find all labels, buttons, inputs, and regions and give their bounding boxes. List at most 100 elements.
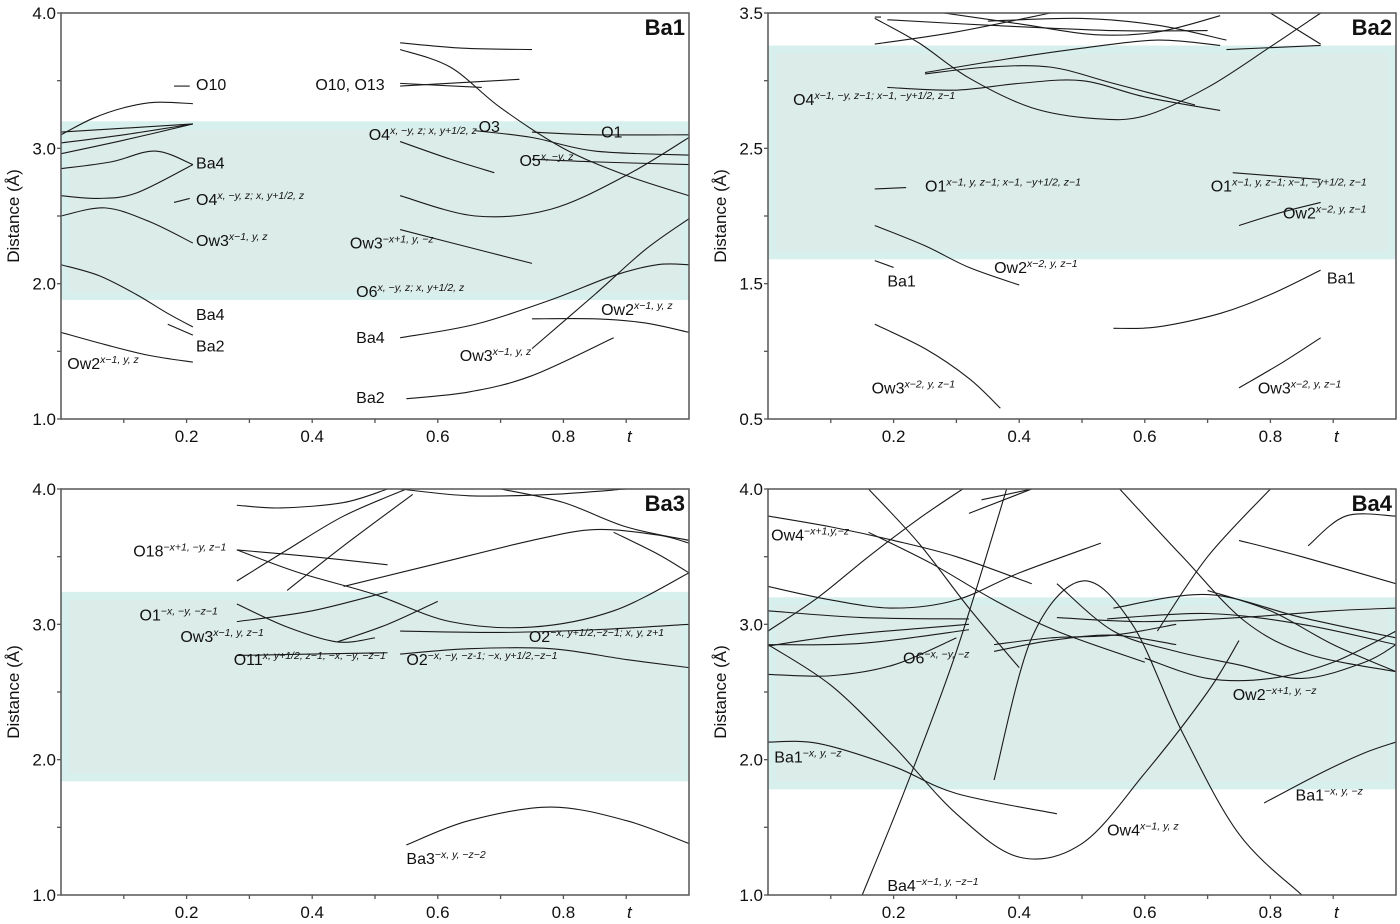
- y-tick-label: 3.5: [739, 4, 763, 23]
- curve-label: O2−x, y+1/2,−z−1; x, y, z+1: [529, 627, 664, 646]
- series-curve: [406, 806, 689, 846]
- series-curve: [400, 42, 533, 51]
- series-curve: [400, 647, 689, 669]
- series-curve: [1207, 589, 1396, 673]
- curve-label-atom: O6: [356, 284, 377, 301]
- curve-label: O1−x, −y, −z−1: [140, 605, 218, 624]
- x-tick-label: 0.2: [175, 903, 199, 922]
- series-curve: [400, 489, 627, 497]
- curve-label-atom: Ba2: [356, 390, 385, 407]
- series-curve: [861, 489, 1008, 895]
- x-tick-label: 0.2: [882, 427, 906, 446]
- curve-label-symmetry: −x, y, −z−2: [435, 849, 486, 861]
- panel-title: Ba4: [1352, 491, 1393, 516]
- curve-label-atom: O18: [133, 544, 163, 561]
- curves: [61, 42, 689, 400]
- bond-range-band-inner: [69, 129, 681, 292]
- x-tick-label: 0.2: [175, 427, 199, 446]
- series-curve: [236, 549, 388, 566]
- curve-label-atom: Ow3: [872, 380, 905, 397]
- y-tick-label: 1.5: [739, 275, 763, 294]
- curve-label-symmetry: x−1, y, z: [633, 300, 673, 312]
- series-curve: [1056, 607, 1396, 623]
- series-curve: [993, 634, 1177, 652]
- curve-label: O6x, −y, z; x, y+1/2, z: [356, 282, 465, 301]
- curve-label: O2−x, −y, −z-1; −x, y+1/2,−z−1: [406, 650, 557, 669]
- curve-label: O10: [196, 77, 226, 94]
- curve-label-symmetry: −x, −y, −z−1: [161, 605, 218, 617]
- curve-label-atom: O1: [601, 125, 622, 142]
- curve-label-atom: Ba4: [356, 330, 385, 347]
- curve-label: Ba2: [196, 338, 225, 355]
- series-curve: [1113, 269, 1321, 330]
- curve-label-atom: O4: [196, 192, 217, 209]
- series-curve: [993, 580, 1303, 895]
- curve-label: O5x, −y, z: [519, 151, 574, 170]
- curve-label-symmetry: −x, y, −z: [1324, 785, 1364, 797]
- y-axis-title: Distance (Å): [4, 645, 23, 739]
- x-tick-label: 0.6: [1133, 427, 1157, 446]
- series-curve: [399, 137, 689, 218]
- series-curve: [61, 123, 193, 144]
- y-tick-label: 4.0: [739, 480, 763, 499]
- series-curve: [874, 323, 1001, 409]
- curve-label: O6−x, −y, −z: [903, 649, 970, 668]
- curve-label: Ba1: [887, 273, 916, 290]
- curve-label-atom: O1: [1211, 179, 1232, 196]
- series-curve: [868, 489, 1020, 668]
- curve-label-symmetry: x−2, y, z−1: [1290, 378, 1342, 390]
- x-tick-label: 0.8: [1259, 427, 1283, 446]
- y-tick-label: 0.5: [739, 410, 763, 429]
- curve-label-atom: Ow3: [460, 348, 493, 365]
- curve-label-atom: Ba3: [406, 851, 435, 868]
- series-curve: [1119, 489, 1396, 673]
- curve-label: O1: [601, 125, 622, 142]
- curve-label-atom: Ba1: [774, 749, 803, 766]
- x-tick-label: 0.6: [426, 427, 450, 446]
- curve-label: Ow4−x+1,y,−z: [771, 525, 850, 544]
- panel-title: Ba1: [645, 15, 685, 40]
- curve-label-symmetry: x, −y, z; x, y+1/2, z: [216, 190, 305, 202]
- y-tick-label: 3.0: [32, 615, 56, 634]
- series-curve: [236, 489, 407, 582]
- y-tick-label: 3.0: [32, 139, 56, 158]
- y-axis-title: Distance (Å): [711, 169, 730, 263]
- y-tick-label: 4.0: [32, 480, 56, 499]
- curve-label-atom: Ow4: [771, 527, 804, 544]
- curve-label-atom: O2: [406, 652, 427, 669]
- series-curve: [1307, 513, 1396, 547]
- series-curve: [1263, 741, 1396, 804]
- curve-label-symmetry: x−1, y, z−1: [212, 627, 264, 639]
- curve-label-symmetry: x−1, y, z: [1139, 820, 1179, 832]
- curves: [768, 489, 1396, 895]
- curve-label-atom: Ba4: [887, 878, 916, 895]
- curve-label: Ow3x−1, y, z: [460, 346, 532, 365]
- panel-title: Ba2: [1352, 15, 1392, 40]
- series-curve: [167, 323, 194, 336]
- series-curve: [399, 229, 533, 264]
- curve-label-atom: O4: [369, 127, 390, 144]
- series-curve: [400, 78, 520, 87]
- series-curve: [1226, 44, 1321, 51]
- series-curve: [613, 531, 689, 574]
- y-tick-label: 3.0: [739, 615, 763, 634]
- curve-label-atom: O2: [529, 629, 550, 646]
- curve-label-symmetry: x−2, y, z−1: [1026, 258, 1078, 270]
- curve-label-symmetry: x−1, y, z−1; x−1, −y+1/2, z−1: [945, 177, 1081, 189]
- curve-label: Ba4−x−1, y, −z−1: [887, 876, 978, 895]
- curve-label-symmetry: −x+1, y, −z: [383, 233, 435, 245]
- series-curve: [768, 640, 1240, 860]
- series-curve: [924, 39, 1221, 74]
- x-tick-label: 0.8: [1259, 903, 1283, 922]
- curve-label: Ow4x−1, y, z: [1107, 820, 1179, 839]
- curve-label: O11x, y+1/2, z−1; −x, −y, −z−1: [234, 650, 386, 669]
- curve-label-symmetry: −x+1, y, −z: [1266, 685, 1318, 697]
- y-tick-label: 1.0: [739, 886, 763, 905]
- series-curve: [1144, 630, 1396, 682]
- series-curve: [61, 264, 194, 328]
- panel-title: Ba3: [645, 491, 685, 516]
- series-curve: [236, 489, 388, 509]
- series-curve: [531, 131, 689, 136]
- series-curve: [1232, 172, 1321, 181]
- curve-label-atom: Ow3: [1258, 380, 1291, 397]
